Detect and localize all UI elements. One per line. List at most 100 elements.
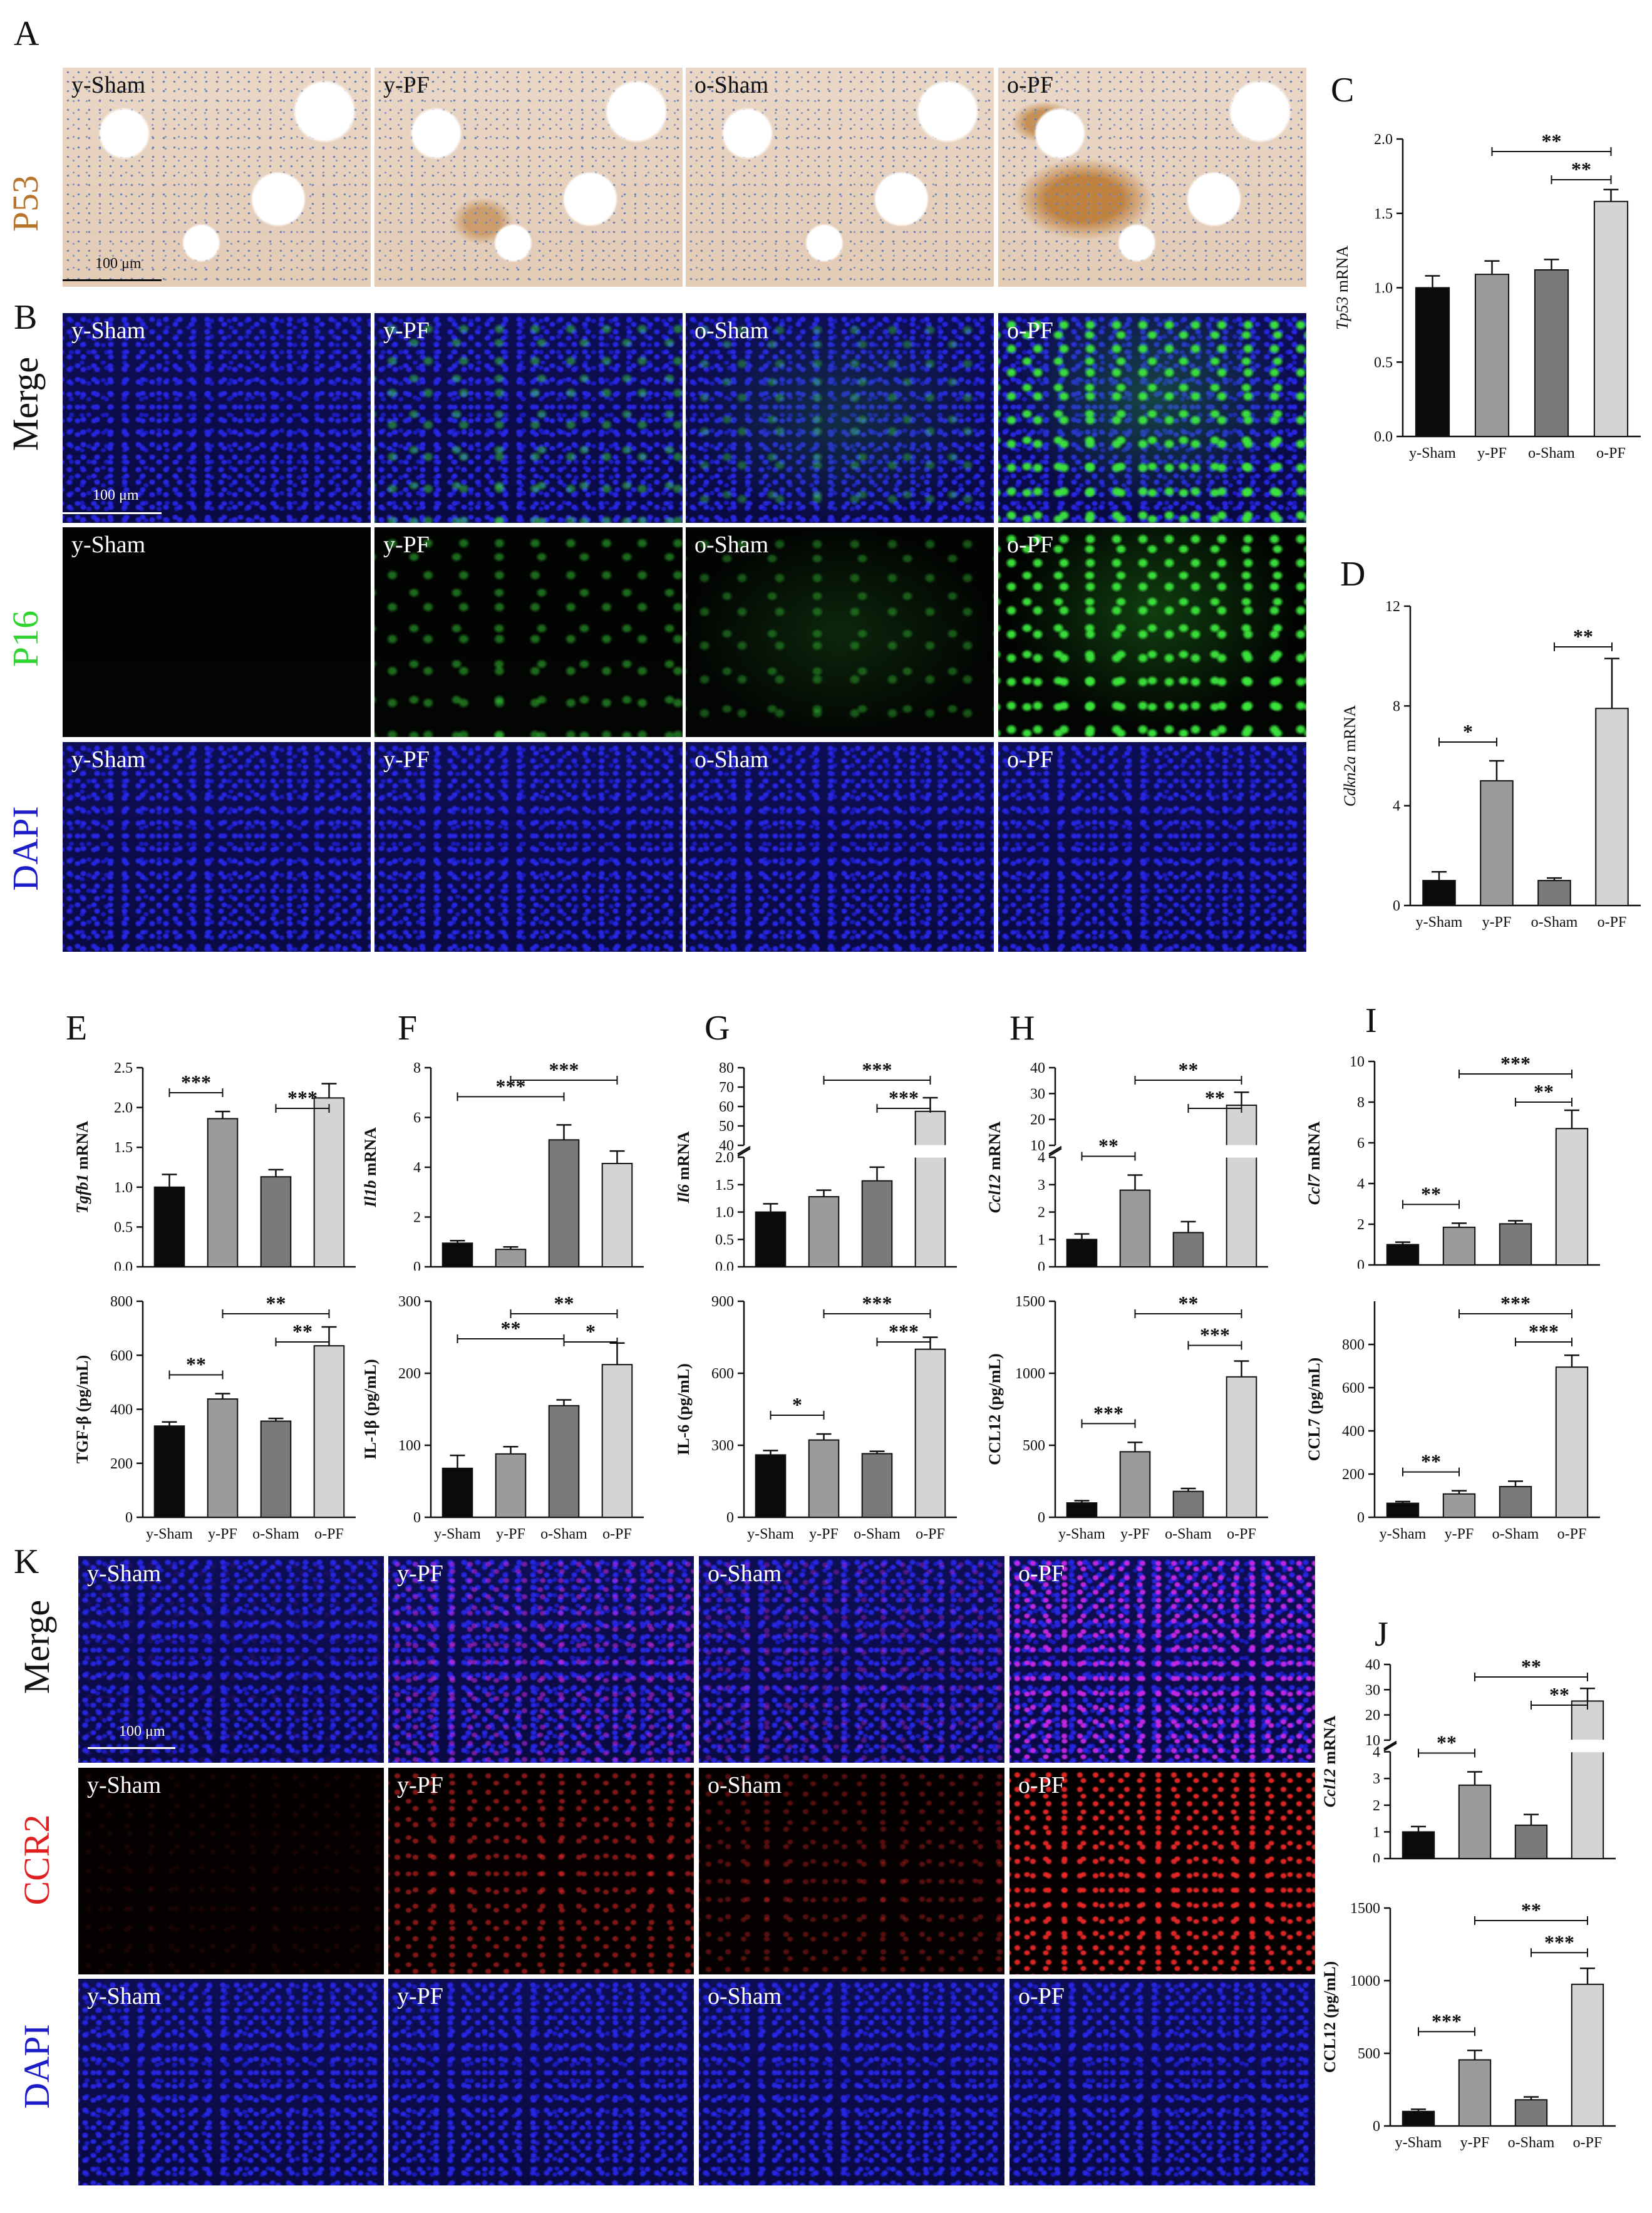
significance-label: *: [792, 1393, 802, 1416]
bar-e1-3: [313, 1097, 345, 1267]
scalebar-label-b: 100 μm: [93, 487, 139, 503]
micrograph-a-y-pf: y-PF: [374, 68, 683, 287]
stain-label-p53: P53: [5, 175, 46, 232]
y-tick-label: 0.0: [715, 1259, 734, 1271]
significance-label: ***: [1529, 1320, 1559, 1343]
y-tick-label: 300: [711, 1438, 734, 1454]
x-tick-label: y-Sham: [146, 1526, 193, 1542]
significance-label: ***: [1500, 1052, 1531, 1075]
y-axis-label: Ccl12 mRNA: [1321, 1715, 1339, 1807]
y-tick-label: 2.0: [715, 1150, 734, 1166]
y-tick-label: 500: [1358, 2046, 1380, 2062]
significance-label: ***: [1093, 1401, 1123, 1424]
y-tick-label: 10: [1365, 1733, 1380, 1749]
micrograph-k-dapi-o-sham: o-Sham: [699, 1979, 1004, 2185]
micrograph-k-ccr2-y-sham: y-Sham: [78, 1768, 384, 1974]
x-tick-label: o-Sham: [1492, 1526, 1539, 1542]
bar-j1-2: [1514, 1824, 1548, 1859]
axis-break-mark: [1383, 1742, 1397, 1751]
tile-label: y-Sham: [71, 532, 146, 558]
scalebar-a: [63, 279, 162, 281]
tile-label: y-Sham: [87, 1983, 162, 2009]
tile-label: y-PF: [397, 1772, 443, 1798]
stain-label-dapi-k: DAPI: [16, 2024, 57, 2109]
y-tick-label: 2: [1373, 1798, 1380, 1814]
bar-h1-3: [1226, 1104, 1257, 1268]
y-tick-label: 0: [1373, 1851, 1380, 1862]
significance-label: **: [1437, 1731, 1457, 1753]
y-tick-label: 0: [1038, 1510, 1045, 1526]
x-tick-label: o-Sham: [1528, 445, 1575, 462]
y-tick-label: 1: [1373, 1824, 1380, 1840]
bar-d-2: [1537, 880, 1571, 906]
y-tick-label: 30: [1365, 1682, 1380, 1698]
bar-c-2: [1534, 269, 1569, 437]
x-tick-label: y-Sham: [1380, 1526, 1427, 1542]
significance-label: ***: [1544, 1931, 1574, 1953]
panel-letter-j: J: [1375, 1615, 1388, 1654]
y-axis-label: TGF-β (pg/mL): [73, 1355, 91, 1463]
significance-label: **: [266, 1292, 286, 1314]
bar-h1-2: [1172, 1232, 1204, 1267]
x-tick-label: o-PF: [602, 1526, 632, 1542]
significance-label: **: [1179, 1292, 1199, 1314]
y-tick-label: 1: [1038, 1232, 1045, 1248]
y-tick-label: 2.0: [1374, 132, 1393, 148]
y-tick-label: 500: [1023, 1438, 1045, 1454]
y-tick-label: 1.0: [114, 1180, 133, 1196]
bar-h2-2: [1172, 1490, 1204, 1519]
chart-j1: 0 1 2 3 410 20 30 40 Ccl12 mRNA ** ** **: [1321, 1655, 1616, 1862]
tile-label: o-PF: [1007, 72, 1053, 98]
bar-f1-3: [601, 1163, 633, 1267]
y-axis-label: Tgfb1 mRNA: [73, 1121, 91, 1214]
micrograph-b-dapi-y-pf: y-PF: [374, 742, 683, 952]
scalebar-label-a: 100 μm: [95, 255, 142, 272]
y-tick-label: 0: [413, 1510, 421, 1526]
x-tick-label: o-PF: [916, 1526, 945, 1542]
bar-h1-0: [1066, 1239, 1098, 1267]
x-tick-label: o-PF: [1227, 1526, 1256, 1542]
y-tick-label: 4: [1393, 798, 1400, 815]
tile-label: o-Sham: [694, 746, 769, 773]
bar-h2-3: [1226, 1376, 1257, 1518]
y-tick-label: 2.0: [114, 1100, 133, 1117]
y-tick-label: 0: [1038, 1259, 1045, 1271]
x-tick-label: o-Sham: [540, 1526, 587, 1542]
bar-j2-0: [1402, 2110, 1435, 2127]
significance-label: ***: [889, 1320, 919, 1343]
chart-h2: 0 500 1000 1500 CCL12 (pg/mL) y-Sham y-PF o-Sha…: [986, 1292, 1268, 1542]
break-gap: [1569, 1740, 1606, 1753]
x-tick-label: o-Sham: [252, 1526, 299, 1542]
bar-i1-3: [1555, 1128, 1589, 1266]
x-tick-label: y-PF: [1445, 1526, 1474, 1542]
y-tick-label: 100: [398, 1438, 421, 1454]
x-tick-label: y-PF: [496, 1526, 525, 1542]
y-tick-label: 3: [1373, 1771, 1380, 1787]
micrograph-a-y-sham: y-Sham: [63, 68, 371, 287]
bar-d-0: [1422, 880, 1456, 906]
bar-f2-3: [601, 1364, 633, 1518]
bar-h1-1: [1119, 1189, 1151, 1268]
micrograph-b-merge-o-pf: o-PF: [998, 313, 1306, 523]
tile-label: y-PF: [397, 1560, 443, 1587]
significance-label: **: [186, 1353, 206, 1375]
bar-i2-0: [1386, 1502, 1420, 1519]
y-tick-label: 1500: [1350, 1901, 1380, 1917]
tile-label: o-Sham: [708, 1772, 782, 1798]
bar-c-3: [1593, 200, 1629, 437]
micrograph-k-merge-o-pf: o-PF: [1009, 1556, 1315, 1763]
tile-label: y-Sham: [71, 317, 146, 344]
significance-label: ***: [889, 1086, 919, 1109]
panel-letter-e: E: [66, 1009, 88, 1048]
y-tick-label: 200: [398, 1366, 421, 1382]
y-tick-label: 20: [1030, 1112, 1045, 1128]
panel-letter-h: H: [1009, 1009, 1035, 1048]
stain-label-dapi-b: DAPI: [5, 806, 46, 891]
significance-label: **: [501, 1317, 521, 1339]
micrograph-b-p16-o-pf: o-PF: [998, 527, 1306, 737]
micrograph-b-dapi-o-pf: o-PF: [998, 742, 1306, 952]
y-axis-label: Ccl12 mRNA: [986, 1121, 1004, 1213]
y-axis-label: Il6 mRNA: [674, 1131, 693, 1204]
bar-i2-1: [1442, 1493, 1476, 1518]
